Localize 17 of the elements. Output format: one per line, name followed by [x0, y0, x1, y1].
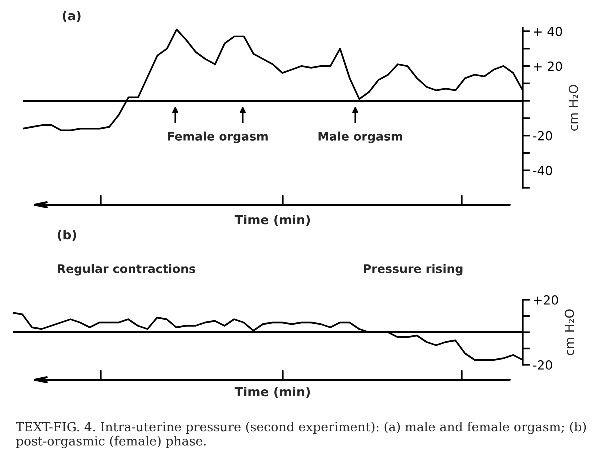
- y-tick-label: + 20: [534, 62, 562, 72]
- y-axis-title: cm H₂O: [568, 85, 578, 131]
- x-axis-title: Time (min): [234, 214, 310, 226]
- text: Regular contractions: [58, 264, 196, 276]
- annotation: Male orgasm: [318, 132, 402, 144]
- text: Pressure rising: [364, 264, 463, 276]
- y-axis-title: cm H₂O: [564, 310, 574, 356]
- chart-title: (b): [58, 230, 76, 242]
- annotation: Female orgasm: [168, 132, 268, 144]
- y-tick-label: -20: [533, 131, 552, 141]
- y-tick-label: + 40: [534, 26, 562, 36]
- text: TEXT-FIG. 4. Intra-uterine pressure (second experiment): (a) male and female orgasm; (b) post-orgasmic (female) phase.: [16, 422, 586, 448]
- y-tick-label: -40: [533, 166, 552, 176]
- y-tick-label: +20: [534, 295, 558, 305]
- x-axis-title: Time (min): [234, 386, 310, 398]
- chart-title: (a): [63, 10, 81, 22]
- y-tick-label: -20: [533, 360, 552, 370]
